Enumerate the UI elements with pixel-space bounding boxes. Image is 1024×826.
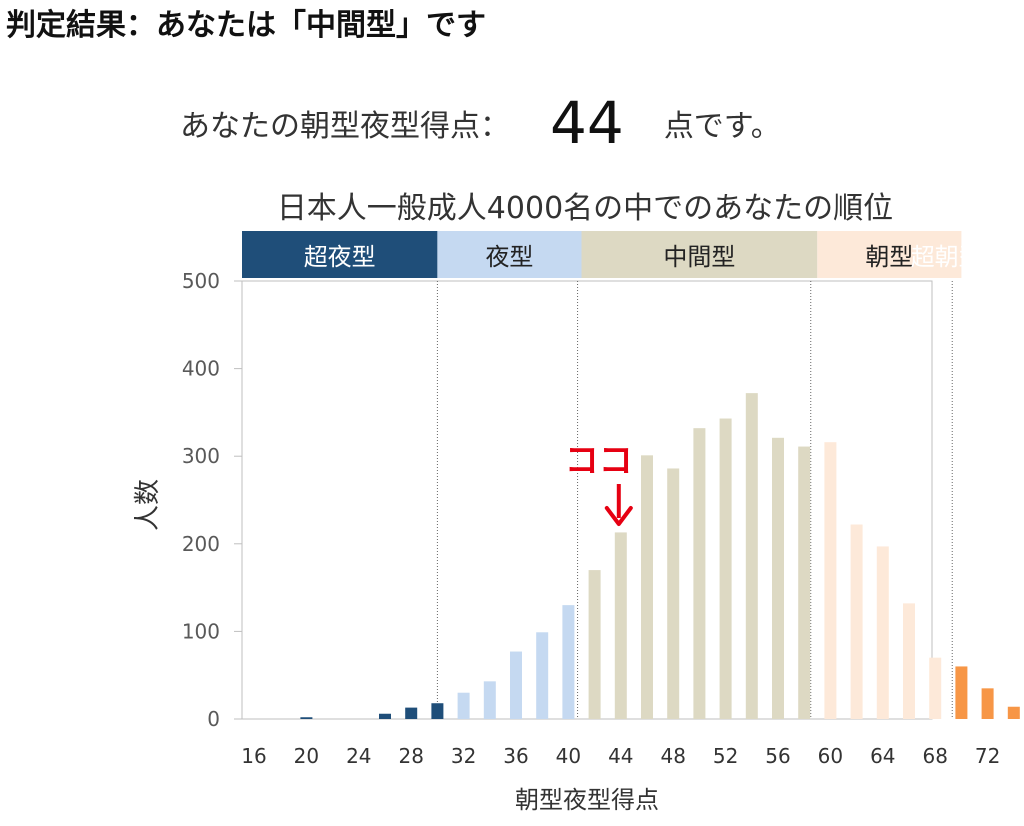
bar-46 <box>641 455 653 719</box>
category-label-2: 中間型 <box>663 243 735 271</box>
score-prefix: あなたの朝型夜型得点： <box>180 109 510 144</box>
x-tick-label: 64 <box>870 744 895 768</box>
category-band-3 <box>817 231 962 278</box>
y-tick-label: 100 <box>182 619 220 643</box>
bar-54 <box>745 393 758 719</box>
chart-title: 日本人一般成人4000名の中でのあなたの順位 <box>277 191 893 226</box>
bar-30 <box>431 703 444 719</box>
category-band-0 <box>242 231 438 278</box>
x-tick-label: 52 <box>713 744 738 768</box>
bar-38 <box>536 632 549 719</box>
x-tick-label: 56 <box>765 744 790 768</box>
bars <box>300 393 1020 719</box>
score-value: 44 <box>550 89 624 157</box>
category-label-1: 夜型 <box>485 243 533 271</box>
x-tick-label: 20 <box>294 744 319 768</box>
bar-58 <box>798 446 811 719</box>
y-axis: 0 100 200 300 400 500 <box>182 269 242 731</box>
x-tick-label: 28 <box>398 744 423 768</box>
bar-36 <box>510 651 522 719</box>
x-axis: 162024283236404448525660646872768084 <box>241 744 1000 768</box>
x-tick-label: 72 <box>975 744 1000 768</box>
annotation-arrow-head <box>604 506 633 526</box>
bar-64 <box>876 546 889 719</box>
category-label-3: 朝型 <box>865 243 913 271</box>
bar-28 <box>405 707 418 719</box>
x-tick-label: 60 <box>818 744 843 768</box>
bar-26 <box>379 713 391 719</box>
bar-52 <box>719 418 732 719</box>
y-tick-label: 200 <box>182 532 220 556</box>
bar-34 <box>483 681 496 719</box>
bar-66 <box>903 603 915 719</box>
bar-60 <box>824 442 837 719</box>
x-tick-label: 24 <box>346 744 371 768</box>
bar-32 <box>457 692 470 719</box>
score-suffix: 点です。 <box>663 109 781 144</box>
x-tick-label: 44 <box>608 744 633 768</box>
category-band-1 <box>437 231 582 278</box>
annotation: ココ <box>565 441 633 526</box>
category-label-4: 超朝型 <box>911 243 983 271</box>
bar-20 <box>300 717 313 719</box>
bar-72 <box>981 688 994 719</box>
x-axis-label: 朝型夜型得点 <box>515 786 659 814</box>
bar-50 <box>693 428 706 719</box>
category-dividers <box>436 281 953 719</box>
bar-42 <box>588 570 601 719</box>
bar-48 <box>667 468 680 719</box>
y-tick-label: 400 <box>182 357 220 381</box>
plot-frame <box>241 280 933 720</box>
page-title: 判定結果：あなたは「中間型」です <box>6 8 486 43</box>
x-tick-label: 16 <box>241 744 266 768</box>
bar-56 <box>772 437 784 719</box>
category-label-0: 超夜型 <box>304 243 376 271</box>
y-axis-label: 人数 <box>133 479 163 531</box>
x-tick-label: 40 <box>556 744 581 768</box>
bar-62 <box>850 524 863 719</box>
bar-44 <box>614 532 627 719</box>
category-band-2 <box>581 231 818 278</box>
x-tick-label: 36 <box>503 744 528 768</box>
annotation-label: ココ <box>565 441 633 481</box>
y-tick-label: 500 <box>182 269 220 293</box>
bar-40 <box>562 605 575 719</box>
bar-74 <box>1007 706 1020 719</box>
x-tick-label: 32 <box>451 744 476 768</box>
score-line: あなたの朝型夜型得点： 44 点です。 <box>180 88 781 158</box>
bar-68 <box>929 657 942 719</box>
y-tick-label: 0 <box>207 707 220 731</box>
x-tick-label: 48 <box>660 744 685 768</box>
x-tick-label: 68 <box>922 744 947 768</box>
bar-70 <box>955 666 968 719</box>
y-tick-label: 300 <box>182 444 220 468</box>
